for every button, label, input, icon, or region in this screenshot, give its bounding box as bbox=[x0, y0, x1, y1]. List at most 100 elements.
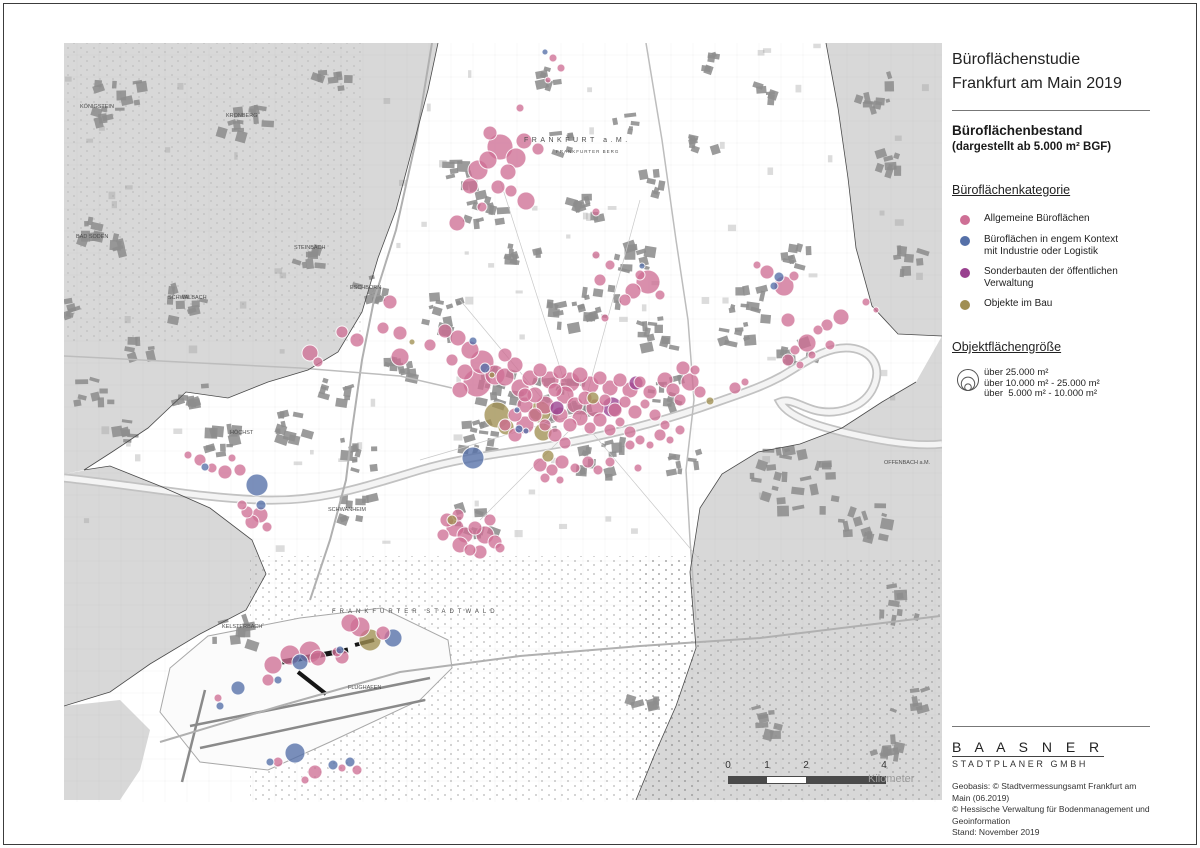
office-bubble-p bbox=[515, 103, 525, 113]
office-bubble-p bbox=[552, 364, 568, 380]
office-bubble-p bbox=[618, 293, 632, 307]
office-bubble-p bbox=[614, 416, 626, 428]
office-bubble-p bbox=[494, 542, 506, 554]
office-bubble-b bbox=[461, 446, 485, 470]
office-bubble-p bbox=[376, 321, 390, 335]
map-town-label: FRANKFURTER BERG bbox=[556, 149, 619, 154]
office-bubble-b bbox=[265, 757, 275, 767]
office-bubble-p bbox=[642, 384, 658, 400]
category-label: Büroflächen in engem Kontext mit Industri… bbox=[984, 234, 1118, 257]
office-bubble-b bbox=[230, 680, 246, 696]
scale-segment-dark2 bbox=[806, 777, 885, 783]
office-bubble-p bbox=[554, 454, 570, 470]
office-bubble-p bbox=[795, 360, 805, 370]
office-bubble-p bbox=[788, 270, 800, 282]
office-bubble-p bbox=[547, 382, 563, 398]
office-bubble-p bbox=[592, 464, 604, 476]
legend-category-row: Allgemeine Büroflächen bbox=[952, 213, 1154, 225]
legend-heading-sizes: Objektflächengröße bbox=[952, 340, 1062, 354]
office-bubble-p bbox=[213, 693, 223, 703]
office-bubble-p bbox=[633, 463, 643, 473]
office-bubble-p bbox=[665, 382, 681, 398]
office-bubble-p bbox=[872, 306, 880, 314]
size-legend-line: über 25.000 m² bbox=[984, 367, 1049, 378]
scale-number: 4 bbox=[881, 760, 887, 771]
office-bubble-p bbox=[558, 436, 572, 450]
office-bubble-p bbox=[562, 417, 578, 433]
office-bubble-p bbox=[340, 613, 360, 633]
office-bubble-p bbox=[797, 333, 817, 353]
size-legend-line: über 5.000 m² - 10.000 m² bbox=[984, 388, 1097, 399]
office-bubble-o bbox=[541, 449, 555, 463]
baasner-logo: B A A S N E R bbox=[952, 739, 1105, 757]
office-bubble-p bbox=[591, 207, 601, 217]
office-bubble-p bbox=[527, 407, 543, 423]
office-bubble-p bbox=[820, 318, 834, 332]
office-bubble-o bbox=[446, 514, 458, 526]
office-bubble-p bbox=[624, 439, 636, 451]
office-bubble-p bbox=[623, 425, 637, 439]
office-bubble-p bbox=[449, 329, 467, 347]
office-bubble-p bbox=[807, 350, 817, 360]
office-bubble-o bbox=[488, 371, 496, 379]
office-bubble-p bbox=[300, 775, 310, 785]
office-bubble-p bbox=[301, 344, 319, 362]
terminal-strip-2 bbox=[296, 670, 328, 696]
office-bubble-p bbox=[607, 402, 623, 418]
legend-heading-categories: Büroflächenkategorie bbox=[952, 183, 1071, 197]
office-bubble-p bbox=[689, 364, 701, 376]
office-bubble-b bbox=[284, 742, 306, 764]
office-bubble-p bbox=[832, 308, 850, 326]
office-bubble-b bbox=[541, 48, 549, 56]
office-bubble-b bbox=[468, 336, 478, 346]
office-bubble-p bbox=[375, 625, 391, 641]
office-bubble-p bbox=[547, 427, 563, 443]
legend-category-row: Büroflächen in engem Kontext mit Industri… bbox=[952, 234, 1154, 257]
office-bubble-p bbox=[390, 347, 410, 367]
office-bubble-p bbox=[556, 63, 566, 73]
office-bubble-p bbox=[499, 163, 517, 181]
legend-panel: Büroflächenstudie Frankfurt am Main 2019… bbox=[952, 48, 1154, 400]
baasner-logo-subtitle: STADTPLANER GMBH bbox=[952, 759, 1088, 769]
office-bubble-p bbox=[517, 387, 533, 403]
section-subheading-bgf: (dargestellt ab 5.000 m² BGF) bbox=[952, 141, 1112, 153]
office-bubble-b bbox=[335, 645, 345, 655]
map-town-label: OFFENBACH a.M. bbox=[884, 460, 931, 466]
office-bubble-p bbox=[312, 356, 324, 368]
office-bubble-p bbox=[423, 338, 437, 352]
office-bubble-p bbox=[634, 269, 646, 281]
office-bubble-p bbox=[571, 366, 589, 384]
office-bubble-p bbox=[728, 381, 742, 395]
map-town-label: FRANKFURT a.M. bbox=[524, 137, 631, 144]
map-town-label: ESCHBORN bbox=[350, 285, 381, 291]
office-bubble-b bbox=[273, 675, 283, 685]
office-bubble-p bbox=[448, 214, 466, 232]
office-bubble-p bbox=[482, 125, 498, 141]
legend-category-row: Objekte im Bau bbox=[952, 298, 1154, 310]
office-bubble-b bbox=[522, 427, 530, 435]
office-bubble-p bbox=[504, 184, 518, 198]
office-bubble-p bbox=[495, 367, 515, 387]
office-bubble-p bbox=[639, 398, 651, 410]
size-legend-lines: über 25.000 m² über 10.000 m² - 25.000 m²… bbox=[984, 367, 1100, 400]
office-bubble-p bbox=[532, 457, 548, 473]
imprint-block: B A A S N E R STADTPLANER GMBH Geobasis:… bbox=[952, 712, 1154, 839]
office-bubble-p bbox=[603, 423, 617, 437]
office-bubble-p bbox=[309, 649, 327, 667]
office-bubble-o bbox=[705, 396, 715, 406]
map-town-label: HÖCHST bbox=[230, 429, 254, 436]
map-town-label: KRONBERG bbox=[226, 113, 257, 119]
office-bubble-p bbox=[183, 450, 193, 460]
section-heading-bestand: Büroflächenbestand bbox=[952, 123, 1083, 138]
office-bubble-p bbox=[812, 324, 824, 336]
office-bubble-p bbox=[531, 142, 545, 156]
office-bubble-p bbox=[539, 472, 551, 484]
office-bubble-p bbox=[648, 408, 662, 422]
office-space-bubbles bbox=[183, 48, 880, 785]
office-bubble-p bbox=[506, 356, 524, 374]
office-bubble-p bbox=[445, 353, 459, 367]
frankfurt-map: KÖNIGSTEIN KRONBERG BAD SODEN SCHWALBACH STE… bbox=[64, 43, 942, 802]
office-bubble-p bbox=[261, 673, 275, 687]
office-bubble-p bbox=[618, 395, 632, 409]
